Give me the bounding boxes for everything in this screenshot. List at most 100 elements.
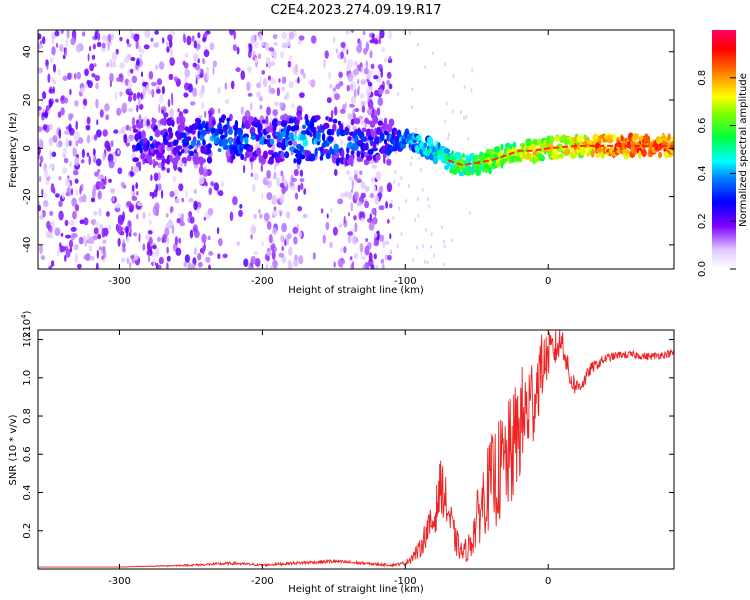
spectrogram-noise-blob	[49, 149, 52, 160]
spectrogram-noise-blob	[332, 226, 338, 236]
spectrogram-noise-blob	[197, 206, 200, 214]
spectrogram-noise-blob	[330, 109, 334, 119]
spectrogram-ridge-point	[530, 144, 536, 152]
spectrogram-noise-blob	[151, 252, 157, 258]
spectrogram-ridge-point	[243, 156, 247, 162]
spectrogram-noise-blob	[128, 88, 132, 94]
spectrogram-noise-blob	[184, 254, 190, 263]
spectrogram-noise-blob	[186, 35, 192, 46]
spectrogram-noise-blob	[347, 113, 353, 120]
spectrogram-x-tick-label: -200	[251, 276, 274, 287]
spectrogram-ridge-point	[228, 138, 233, 145]
spectrogram-noise-blob	[96, 119, 99, 126]
spectrogram-noise-blob	[68, 113, 74, 119]
snr-frame	[37, 329, 675, 570]
spectrogram-ridge-point	[153, 161, 159, 166]
spectrogram-ridge-point	[218, 128, 224, 135]
spectrogram-noise-blob	[442, 239, 445, 244]
spectrogram-noise-blob	[297, 184, 301, 192]
spectrogram-ridge-point	[343, 130, 349, 135]
spectrogram-noise-blob	[95, 98, 99, 109]
spectrogram-noise-blob	[369, 50, 373, 59]
spectrogram-noise-blob	[193, 247, 198, 256]
spectrogram-noise-blob	[343, 246, 347, 254]
spectrogram-noise-blob	[151, 81, 157, 87]
spectrogram-noise-blob	[138, 114, 142, 122]
spectrogram-noise-blob	[280, 51, 284, 59]
spectrogram-noise-blob	[142, 243, 146, 251]
spectrogram-ridge-point	[190, 140, 196, 147]
spectrogram-x-ticks: -300 -200 -100 0	[108, 30, 551, 287]
spectrogram-noise-blob	[252, 50, 256, 58]
spectrogram-noise-blob	[385, 201, 388, 209]
spectrogram-noise-blob	[49, 136, 53, 147]
spectrogram-noise-blob	[298, 255, 304, 265]
spectrogram-noise-blob	[351, 179, 354, 190]
spectrogram-noise-blob	[77, 42, 84, 51]
spectrogram-noise-blob	[264, 42, 270, 51]
spectrogram-noise-blob	[127, 108, 134, 112]
spectrogram-noise-blob	[42, 200, 49, 208]
spectrogram-noise-blob	[384, 240, 390, 246]
spectrogram-noise-blob	[42, 124, 48, 131]
spectrogram-ridge-point	[208, 122, 214, 128]
spectrogram-noise-blob	[388, 83, 393, 90]
spectrogram-frame	[37, 29, 675, 270]
colorbar-tick-label: 0.8	[697, 70, 708, 86]
spectrogram-ridge-point	[620, 135, 624, 142]
spectrogram-noise-blob	[109, 188, 116, 194]
spectrogram-noise-blob	[65, 49, 68, 56]
snr-y-tick-label: 0.4	[22, 485, 33, 501]
spectrogram-noise-blob	[463, 116, 465, 121]
spectrogram-ridge-point	[202, 139, 206, 146]
spectrogram-ridge-point	[374, 136, 380, 145]
spectrogram-noise-blob	[281, 86, 285, 91]
snr-x-tick-label: -200	[251, 576, 274, 587]
spectrogram-noise-blob	[182, 33, 186, 43]
spectrogram-ridge-point	[345, 153, 350, 160]
spectrogram-noise-blob	[270, 265, 274, 269]
spectrogram-noise-blob	[333, 261, 336, 268]
spectrogram-noise-blob	[280, 114, 285, 121]
spectrogram-noise-blob	[384, 89, 390, 95]
spectrogram-noise-blob	[149, 191, 153, 197]
snr-x-ticks: -300 -200 -100 0	[108, 330, 551, 587]
spectrogram-noise-blob	[410, 156, 413, 161]
spectrogram-noise-blob	[56, 249, 60, 257]
spectrogram-noise-blob	[351, 188, 353, 193]
spectrogram-noise-blob	[123, 133, 128, 144]
spectrogram-noise-blob	[117, 237, 121, 247]
spectrogram-noise-blob	[91, 188, 96, 198]
spectrogram-noise-blob	[320, 208, 324, 214]
spectrogram-ridge-point	[166, 117, 173, 127]
spectrogram-noise-blob	[353, 253, 359, 260]
spectrogram-ridge-point	[360, 136, 368, 142]
spectrogram-ridge-point	[199, 158, 207, 164]
spectrogram-noise-blob	[378, 35, 381, 45]
spectrogram-noise-blob	[161, 85, 165, 95]
spectrogram-noise-blob	[60, 96, 65, 102]
spectrogram-noise-blob	[208, 264, 211, 269]
spectrogram-noise-blob	[471, 68, 474, 73]
spectrogram-noise-blob	[432, 51, 435, 56]
spectrogram-noise-blob	[75, 187, 78, 197]
spectrogram-noise-blob	[86, 79, 90, 86]
spectrogram-noise-blob	[89, 63, 94, 72]
spectrogram-noise-blob	[281, 255, 287, 264]
spectrogram-noise-blob	[62, 54, 66, 60]
spectrogram-noise-blob	[340, 247, 343, 253]
spectrogram-y-tick-label: 20	[22, 94, 33, 107]
spectrogram-noise-blob	[195, 77, 198, 85]
spectrogram-noise-blob	[233, 30, 236, 40]
snr-y-tick-label: 0.2	[22, 523, 33, 539]
spectrogram-ridge-point	[221, 138, 229, 146]
spectrogram-noise-blob	[105, 114, 110, 121]
spectrogram-noise-blob	[154, 202, 160, 211]
spectrogram-noise-blob	[173, 76, 178, 82]
spectrogram-noise-blob	[271, 80, 277, 85]
spectrogram-noise-blob	[95, 158, 102, 167]
spectrogram-noise-blob	[268, 84, 272, 94]
spectrogram-noise-blob	[201, 245, 205, 255]
spectrogram-noise-blob	[348, 176, 354, 182]
